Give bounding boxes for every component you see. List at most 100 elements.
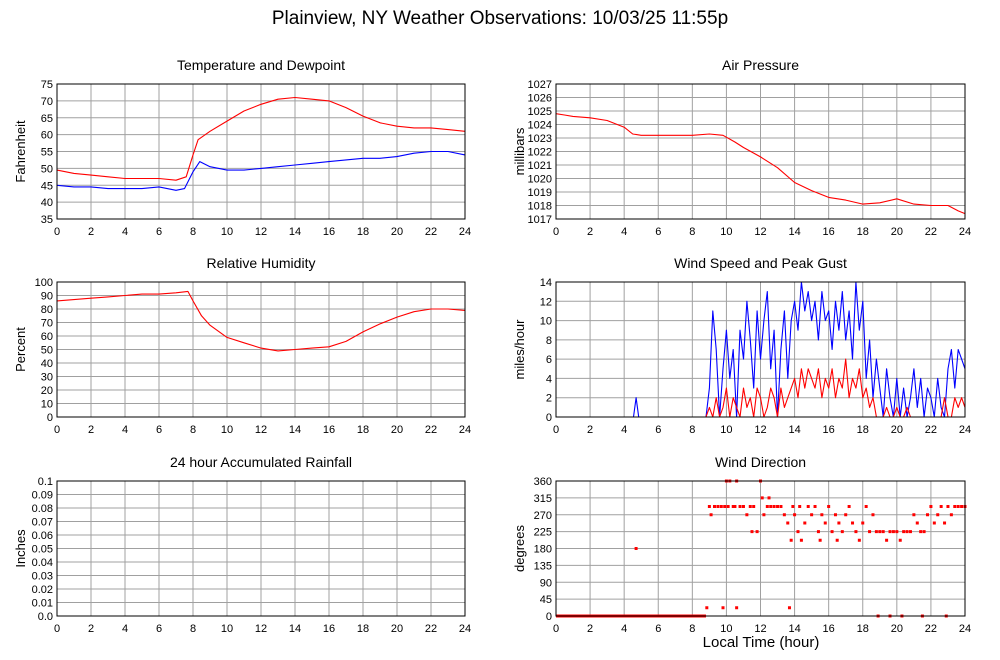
data-point	[946, 505, 950, 508]
data-point	[936, 513, 940, 517]
series-line-1	[555, 113, 966, 215]
x-tick-label: 24	[959, 226, 971, 238]
y-tick-label: 0.01	[32, 598, 53, 610]
data-point	[818, 538, 822, 542]
x-tick-label: 12	[255, 623, 267, 635]
y-axis-label: millibars	[512, 127, 527, 175]
x-tick-label: 16	[323, 623, 335, 635]
data-point	[960, 505, 964, 508]
y-tick-label: 75	[41, 79, 53, 91]
y-tick-label: 0.06	[32, 530, 53, 542]
y-tick-label: 0.04	[32, 557, 53, 569]
y-tick-label: 1022	[528, 147, 552, 159]
x-tick-label: 4	[122, 226, 128, 238]
y-tick-label: 0	[546, 412, 552, 424]
data-point	[733, 505, 737, 508]
y-tick-label: 1018	[528, 201, 552, 213]
y-tick-label: 20	[41, 385, 53, 397]
x-tick-label: 16	[323, 424, 335, 436]
data-point	[912, 513, 916, 517]
data-point	[922, 530, 926, 534]
y-tick-label: 6	[546, 354, 552, 366]
data-point	[769, 505, 773, 508]
y-tick-label: 1025	[528, 106, 552, 118]
y-tick-label: 45	[540, 594, 552, 606]
plot-frame	[555, 83, 966, 220]
y-axis-label: Fahrenheit	[13, 120, 28, 183]
x-tick-label: 2	[88, 623, 94, 635]
x-tick-label: 8	[689, 226, 695, 238]
y-tick-label: 1019	[528, 187, 552, 199]
data-point	[796, 530, 800, 534]
x-tick-label: 8	[689, 623, 695, 635]
data-point	[760, 496, 764, 500]
x-tick-label: 24	[459, 623, 471, 635]
chart-title: Wind Direction	[715, 454, 806, 470]
x-tick-label: 2	[88, 226, 94, 238]
x-tick-label: 20	[891, 623, 903, 635]
data-point	[932, 521, 936, 525]
y-tick-label: 135	[534, 560, 552, 572]
x-tick-label: 8	[190, 623, 196, 635]
data-point	[919, 530, 923, 534]
y-axis-label: Percent	[13, 327, 28, 372]
x-tick-label: 4	[621, 623, 627, 635]
y-tick-label: 100	[35, 277, 53, 289]
series-line-1	[56, 96, 466, 181]
data-point	[762, 513, 766, 517]
y-tick-label: 0.09	[32, 490, 53, 502]
x-tick-label: 10	[720, 226, 732, 238]
x-tick-label: 18	[857, 226, 869, 238]
y-axis-label: Inches	[13, 529, 28, 568]
x-tick-label: 16	[823, 424, 835, 436]
data-point	[888, 530, 892, 534]
data-point	[878, 530, 882, 534]
data-point	[864, 505, 868, 508]
y-tick-label: 1021	[528, 160, 552, 172]
data-point	[767, 496, 771, 500]
x-tick-label: 16	[823, 226, 835, 238]
data-point	[726, 505, 730, 508]
x-tick-label: 10	[720, 424, 732, 436]
y-tick-label: 270	[534, 510, 552, 522]
data-point	[723, 505, 727, 508]
data-point	[752, 505, 756, 508]
y-tick-label: 0.0	[38, 611, 53, 623]
x-tick-label: 16	[823, 623, 835, 635]
data-point	[833, 513, 837, 517]
y-tick-label: 70	[41, 318, 53, 330]
data-point	[895, 530, 899, 534]
x-tick-label: 14	[289, 424, 301, 436]
y-axis-label: degrees	[512, 525, 527, 572]
x-tick-label: 22	[925, 623, 937, 635]
x-tick-label: 12	[255, 226, 267, 238]
data-point	[943, 521, 947, 525]
data-point	[779, 505, 783, 508]
data-point	[786, 521, 790, 525]
x-tick-label: 20	[891, 424, 903, 436]
chart-title: Temperature and Dewpoint	[177, 57, 345, 73]
y-tick-label: 55	[41, 147, 53, 159]
x-tick-label: 0	[54, 226, 60, 238]
x-tick-label: 4	[122, 424, 128, 436]
data-point	[908, 530, 912, 534]
data-point	[915, 521, 919, 525]
data-point	[844, 513, 848, 517]
data-point	[810, 513, 814, 517]
y-tick-label: 30	[41, 372, 53, 384]
y-tick-label: 45	[41, 180, 53, 192]
x-tick-label: 0	[54, 623, 60, 635]
x-tick-label: 6	[156, 623, 162, 635]
data-point	[874, 530, 878, 534]
y-tick-label: 1023	[528, 133, 552, 145]
data-point	[793, 513, 797, 517]
x-tick-label: 14	[788, 623, 800, 635]
data-point	[750, 530, 754, 534]
data-point	[741, 505, 745, 508]
data-point	[885, 538, 889, 542]
data-point	[891, 530, 895, 534]
y-tick-label: 0.03	[32, 571, 53, 583]
x-tick-label: 24	[459, 226, 471, 238]
y-tick-label: 1024	[528, 120, 552, 132]
y-tick-label: 80	[41, 304, 53, 316]
